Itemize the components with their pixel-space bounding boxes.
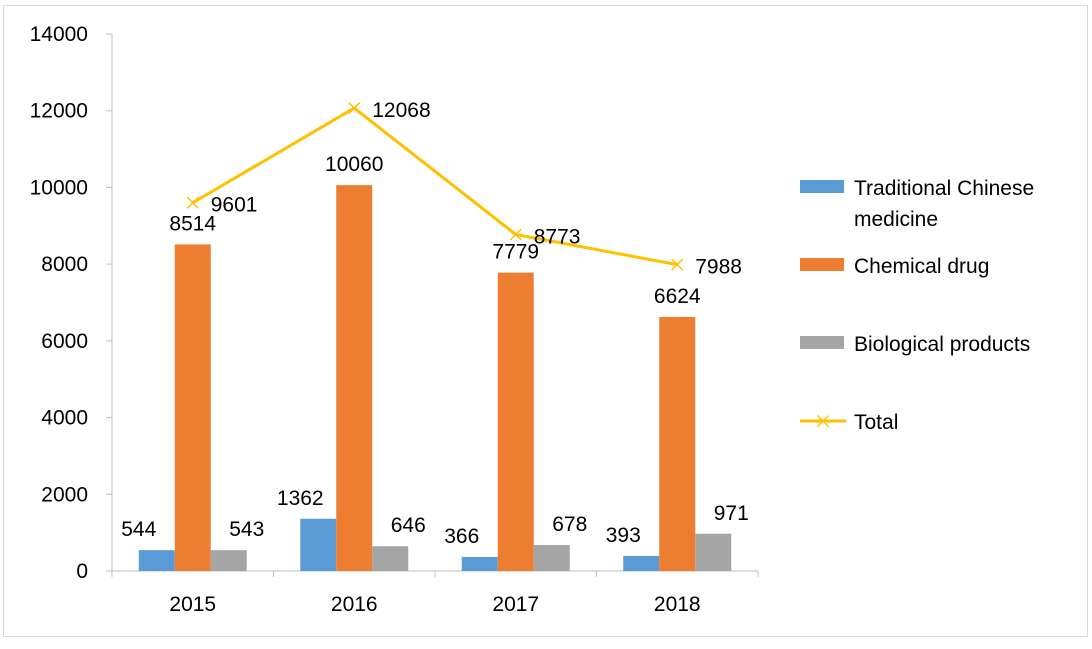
total-data-label: 9601 [211,194,258,217]
bars [138,185,732,571]
bar [623,555,660,571]
bar-data-label: 366 [444,525,479,548]
bar-data-label: 678 [552,513,587,536]
total-data-label: 7988 [695,256,742,279]
legend-label: Total [854,411,898,434]
legend-label-line: Total [854,411,898,434]
bar-data-label: 1362 [277,487,324,510]
chart-border [3,5,1088,637]
legend: Traditional Chinese medicine Chemical drug… [800,177,1034,434]
y-tick-label: 0 [76,560,88,583]
y-tick-label: 14000 [30,23,88,46]
legend-label-line: Chemical drug [854,255,989,278]
legend-swatch [800,180,844,193]
bar-data-label: 544 [121,518,156,541]
bar [174,244,211,571]
y-tick-label: 6000 [41,330,88,353]
bar-data-label: 971 [714,502,749,525]
y-tick-label: 2000 [41,483,88,506]
x-tick-label: 2015 [169,593,216,616]
legend-label-line: medicine [854,208,938,231]
y-tick-label: 10000 [30,176,88,199]
bar [461,556,498,571]
bar [533,544,570,571]
total-data-label: 8773 [534,225,581,248]
total-line [186,102,684,271]
bar [210,550,247,571]
x-tick-label: 2018 [654,593,701,616]
bar [695,533,732,571]
legend-label-line: Biological products [854,333,1030,356]
legend-swatch [800,336,844,349]
total-data-label: 12068 [372,99,430,122]
x-tick-label: 2017 [492,593,539,616]
x-tick-label: 2016 [331,593,378,616]
bar [300,518,337,571]
total-point-marker [671,258,684,271]
legend-label: Chemical drug [854,255,989,278]
bar-data-label: 7779 [492,241,539,264]
bar [138,550,175,571]
bar-data-label: 10060 [325,153,383,176]
y-tick-label: 8000 [41,253,88,276]
bar [497,272,534,571]
y-tick-label: 12000 [30,100,88,123]
bar-data-label: 646 [391,514,426,537]
legend-swatch [800,258,844,271]
legend-label-line: Traditional Chinese [854,177,1034,200]
bar-data-label: 543 [229,518,264,541]
bar-data-label: 393 [606,524,641,547]
total-point-marker [186,196,199,209]
legend-label: Traditional Chinese medicine [854,177,1034,231]
legend-marker [816,414,830,428]
bar [372,546,409,571]
bar-data-label: 8514 [169,212,216,235]
bar-data-label: 6624 [654,285,701,308]
bar [336,185,373,571]
total-point-marker [348,102,361,115]
bar [659,316,696,571]
data-labels: 544 1362 366 393 8514 10060 7779 6624 543 646 678 9… [121,99,749,548]
legend-label: Biological products [854,333,1030,356]
total-point-marker [509,228,522,241]
y-tick-label: 4000 [41,407,88,430]
total-line-path [191,106,678,267]
